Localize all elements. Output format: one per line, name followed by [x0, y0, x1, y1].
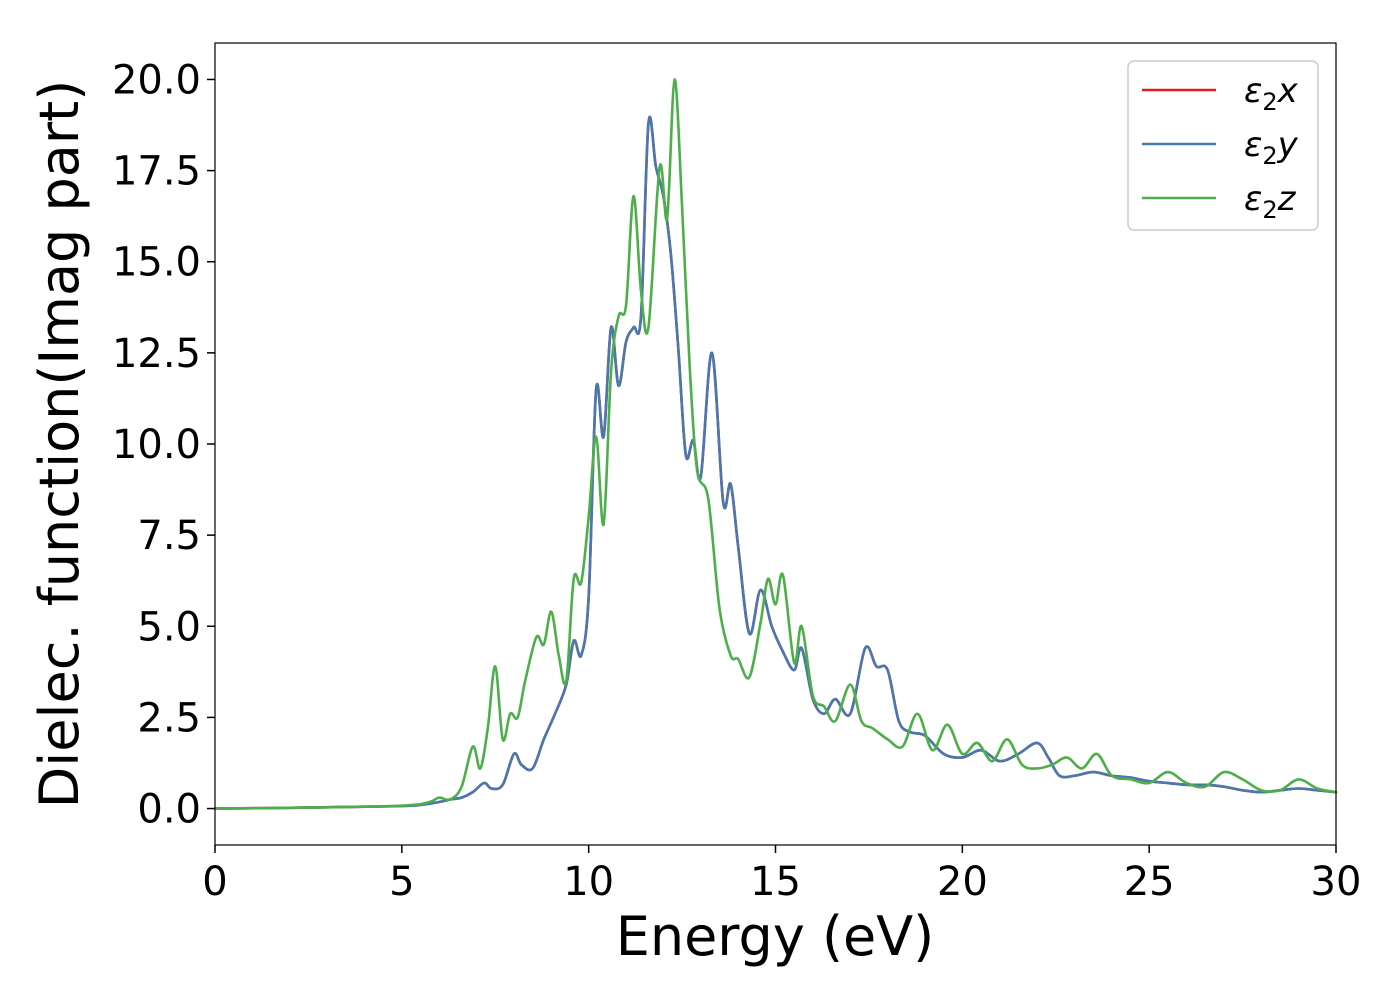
- legend-items: ε2x ε2y ε2z: [1142, 71, 1299, 224]
- series-line-y: [213, 115, 1338, 810]
- legend-label-z: ε2z: [1244, 179, 1297, 224]
- x-tick-label: 15: [750, 859, 801, 905]
- y-tick-label: 5.0: [137, 604, 201, 650]
- x-tick-label: 10: [563, 859, 614, 905]
- legend-box: [1127, 60, 1319, 231]
- x-tick-label: 0: [202, 859, 227, 905]
- x-tick-label: 30: [1311, 859, 1362, 905]
- series-line-z: [213, 78, 1338, 810]
- x-tick-label: 5: [389, 859, 414, 905]
- legend-label-y: ε2y: [1244, 125, 1299, 170]
- y-tick-label: 15.0: [112, 240, 201, 286]
- y-tick-label: 7.5: [137, 513, 201, 559]
- series-layer: [213, 78, 1338, 810]
- x-axis-title: Energy (eV): [616, 905, 935, 968]
- x-tick-label: 20: [937, 859, 988, 905]
- legend-label-x: ε2x: [1244, 71, 1299, 116]
- y-axis-title: Dielec. function(Imag part): [28, 80, 91, 809]
- x-tick-label: 25: [1124, 859, 1175, 905]
- y-tick-label: 10.0: [112, 422, 201, 468]
- y-tick-label: 2.5: [137, 695, 201, 741]
- y-tick-label: 17.5: [112, 149, 201, 195]
- y-tick-label: 20.0: [112, 57, 201, 103]
- y-tick-label: 0.0: [137, 787, 201, 833]
- legend: ε2x ε2y ε2z: [1127, 60, 1319, 231]
- y-tick-label: 12.5: [112, 331, 201, 377]
- y-axis: 0.0 2.5 5.0 7.5 10.0 12.5 15.0 17.5 20.0: [112, 57, 215, 833]
- x-axis: 0 5 10 15 20 25 30: [202, 845, 1361, 905]
